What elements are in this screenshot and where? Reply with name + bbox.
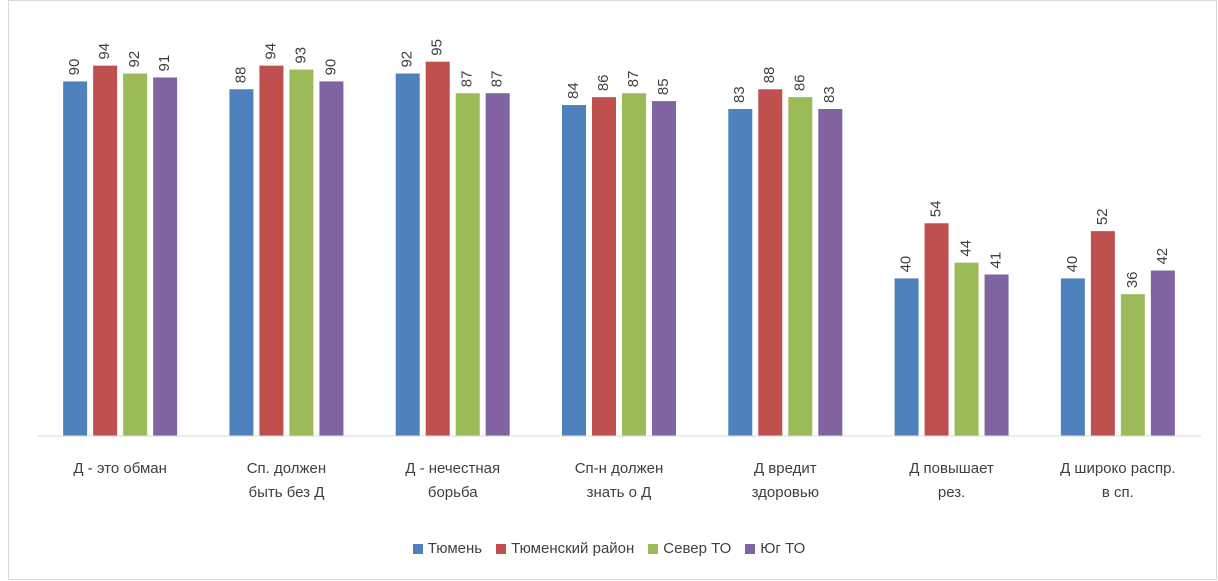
- value-label: 92: [399, 51, 416, 68]
- legend-label: Север ТО: [663, 540, 732, 557]
- x-tick-label: Д повышает рез.: [909, 460, 994, 501]
- bar: [259, 65, 284, 436]
- bar: [123, 73, 148, 437]
- x-tick-label: Д - нечестная борьба: [405, 460, 501, 501]
- bar: [818, 108, 843, 436]
- bar: [788, 97, 813, 436]
- value-label: 86: [595, 74, 612, 91]
- value-label: 87: [489, 71, 506, 88]
- bar: [395, 73, 420, 437]
- legend-swatch: [648, 543, 659, 554]
- legend-swatch: [745, 543, 756, 554]
- legend-item: Тюмень: [412, 540, 483, 557]
- bar: [894, 278, 919, 436]
- bar: [153, 77, 178, 437]
- bar: [954, 262, 979, 436]
- bar: [229, 89, 254, 436]
- legend-item: Юг ТО: [745, 540, 805, 557]
- bar: [455, 93, 480, 436]
- x-tick-label: Д вредит здоровью: [751, 460, 819, 501]
- value-label: 91: [156, 55, 173, 72]
- bar: [425, 61, 450, 436]
- bar: [1120, 294, 1145, 436]
- bar: [93, 65, 118, 436]
- value-label: 95: [429, 39, 446, 56]
- value-label: 93: [292, 47, 309, 64]
- value-label: 86: [791, 74, 808, 91]
- x-tick-label: Сп-н должен знать о Д: [574, 460, 664, 501]
- value-label: 84: [565, 82, 582, 99]
- value-label: 94: [262, 43, 279, 60]
- value-label: 88: [232, 67, 249, 84]
- legend-swatch: [496, 543, 507, 554]
- legend: Тюмень Тюменский район Север ТО Юг ТО: [0, 540, 1218, 557]
- bar: [1060, 278, 1085, 436]
- bar: [924, 223, 949, 436]
- legend-label: Юг ТО: [760, 540, 806, 557]
- bar: [1090, 231, 1115, 436]
- value-label: 54: [928, 201, 945, 218]
- value-label: 41: [988, 252, 1005, 269]
- value-label: 40: [898, 256, 915, 273]
- value-label: 94: [96, 43, 113, 60]
- bar: [728, 108, 753, 436]
- bar: [1150, 270, 1175, 436]
- value-label: 90: [66, 59, 83, 76]
- chart-border: [8, 0, 1217, 580]
- value-label: 87: [459, 71, 476, 88]
- value-label: 90: [322, 59, 339, 76]
- legend-item: Тюменский район: [496, 540, 634, 557]
- bar: [289, 69, 314, 436]
- legend-swatch: [412, 543, 423, 554]
- legend-label: Тюменский район: [511, 540, 635, 557]
- bar: [622, 93, 646, 436]
- value-label: 36: [1124, 271, 1141, 288]
- value-label: 83: [731, 86, 748, 103]
- bar: [63, 81, 88, 437]
- value-label: 88: [761, 67, 778, 84]
- value-label: 92: [126, 51, 143, 68]
- bar: [758, 89, 783, 436]
- x-tick-label: Сп. должен быть без Д: [246, 460, 327, 501]
- value-label: 40: [1064, 256, 1081, 273]
- bar: [319, 81, 344, 437]
- x-tick-label: Д широко распр. в сп.: [1060, 460, 1176, 501]
- value-label: 83: [821, 86, 838, 103]
- value-label: 87: [625, 71, 642, 88]
- bar: [652, 101, 676, 436]
- value-label: 44: [958, 240, 975, 257]
- bar: [562, 105, 586, 436]
- value-label: 85: [655, 78, 672, 95]
- value-label: 52: [1094, 208, 1111, 225]
- value-label: 42: [1154, 248, 1171, 265]
- bar: [485, 93, 510, 436]
- bar: [984, 274, 1009, 436]
- x-tick-label: Д - это обман: [73, 460, 167, 477]
- legend-item: Север ТО: [648, 540, 731, 557]
- bar: [592, 97, 616, 436]
- legend-label: Тюмень: [427, 540, 483, 557]
